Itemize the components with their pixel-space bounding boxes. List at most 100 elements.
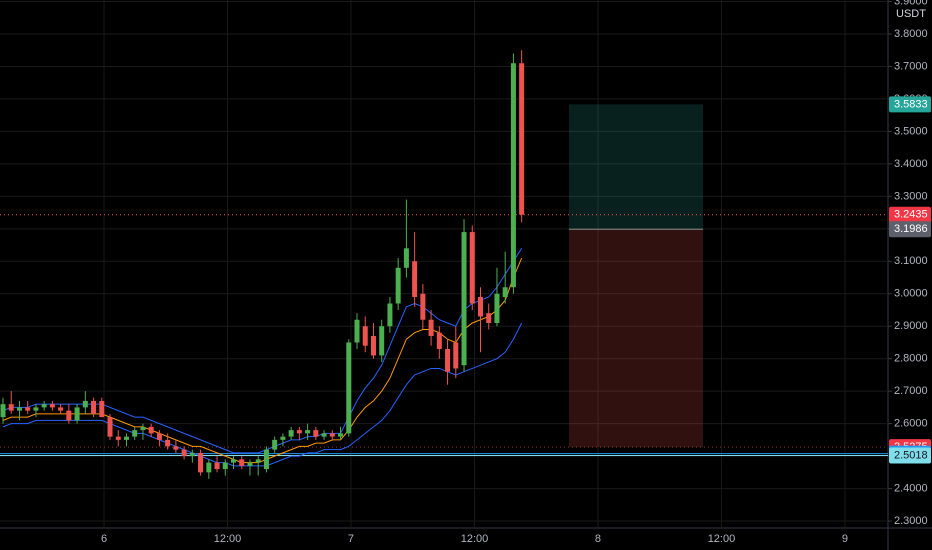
candle-body [313,430,319,437]
candle-body [231,459,237,463]
candle-body [379,326,385,356]
candle-body [272,439,278,450]
last-price-badge-label: 3.2435 [894,209,928,221]
entry-badge [889,221,931,238]
candle-body [49,404,55,408]
candle-body [181,449,187,457]
candle-body [206,462,212,473]
indicator-line [2,322,523,467]
candle-body [420,293,426,320]
x-tick-label: 6 [101,533,107,545]
candle-body [338,433,344,437]
candle-body [148,426,154,434]
candle-body [58,407,64,411]
candle-body [519,63,525,215]
x-tick-label: 7 [348,533,354,545]
candle-body [33,407,39,411]
hline-badge-label: 2.5018 [894,449,928,461]
candle-body [461,232,467,366]
candle-body [8,404,14,411]
candle-body [321,433,327,437]
candle-body [263,449,269,470]
candle-body [370,335,376,356]
candle-body [255,459,261,463]
candle-body [362,326,368,346]
candle-body [165,439,171,447]
candle-body [247,462,253,466]
y-tick-label: 3.4000 [894,158,928,170]
candle-body [403,248,409,268]
y-tick-label: 3.8000 [894,28,928,40]
candle-body [25,407,31,411]
candle-body [189,452,195,457]
candle-body [280,436,286,440]
x-tick-label: 8 [595,533,601,545]
indicator-line [2,257,523,464]
candle-body [305,430,311,434]
candle-body [41,404,47,408]
y-tick-label: 3.5000 [894,125,928,137]
entry-badge-label: 3.1986 [894,223,928,235]
y-tick-label: 2.9000 [894,320,928,332]
y-tick-label: 3.9000 [894,0,928,7]
candle-body [173,446,179,450]
y-tick-label: 3.1000 [894,255,928,267]
candle-body [428,319,434,336]
candle-body [239,459,245,466]
candle-body [123,436,129,440]
candle-body [222,462,228,470]
target-badge-label: 3.5833 [894,98,928,110]
candle-body [74,407,80,421]
candle-body [412,261,418,298]
candle-body [445,348,451,372]
y-tick-label: 2.8000 [894,353,928,365]
y-tick-label: 3.3000 [894,190,928,202]
candle-body [140,426,146,431]
x-tick-label: 12:00 [461,533,489,545]
y-tick-label: 2.3000 [894,515,928,527]
target-badge [889,96,931,113]
candle-body [156,433,162,440]
hline-badge [889,447,931,464]
candle-body [107,417,113,437]
candle-body [494,293,500,323]
candle-body [346,342,352,434]
candle-body [477,297,483,317]
position-profit-zone [568,104,704,230]
candle-body [99,400,105,418]
candle-body [0,404,6,418]
candle-body [214,462,220,470]
position-loss-zone [568,229,704,448]
y-tick-label: 2.7000 [894,385,928,397]
x-tick-label: 12:00 [214,533,242,545]
candle-body [115,436,121,440]
y-tick-label: 2.4000 [894,482,928,494]
candle-body [198,452,204,473]
candle-body [82,400,88,408]
candle-body [510,63,516,288]
candle-body [296,430,302,434]
y-tick-label: 2.6000 [894,418,928,430]
candle-body [436,332,442,349]
candle-body [16,407,22,411]
y-tick-label: 3.0000 [894,288,928,300]
candle-body [502,287,508,298]
candle-body [387,303,393,327]
candle-body [132,430,138,437]
indicator-line [2,248,523,454]
candle-body [66,410,72,421]
candle-body [469,232,475,304]
x-tick-label: 9 [842,533,848,545]
candle-body [91,400,97,414]
currency-label: USDT [896,8,926,20]
candle-body [453,342,459,369]
candle-body [354,319,360,343]
y-tick-label: 3.7000 [894,60,928,72]
x-tick-label: 12:00 [708,533,736,545]
candle-body [395,267,401,304]
candle-body [288,430,294,437]
candle-body [486,313,492,323]
candle-body [329,433,335,437]
